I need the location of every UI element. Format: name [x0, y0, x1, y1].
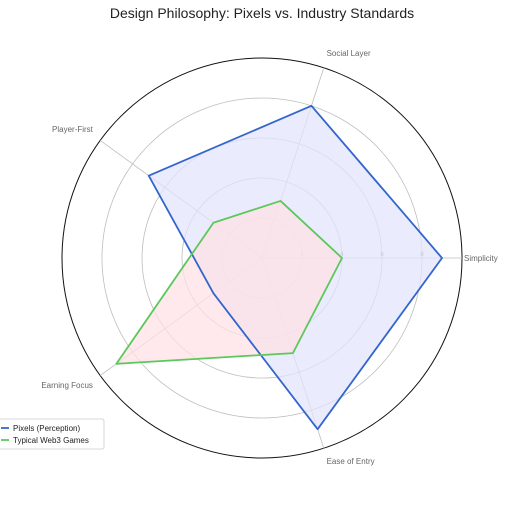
- series-line-0: [147, 104, 443, 431]
- legend-label-1: Typical Web3 Games: [13, 436, 89, 445]
- axis-label-earning-focus: Earning Focus: [41, 381, 93, 390]
- axis-label-social-layer: Social Layer: [327, 49, 371, 58]
- series-fill-1: [116, 200, 342, 364]
- legend: Pixels (Perception) Typical Web3 Games: [0, 418, 105, 450]
- axis-label-ease-of-entry: Ease of Entry: [327, 457, 375, 466]
- legend-label-0: Pixels (Perception): [13, 424, 80, 433]
- series-line-1: [115, 200, 343, 365]
- axis-label-player-first: Player-First: [52, 125, 94, 134]
- axis-label-simplicity: Simplicity: [464, 254, 498, 263]
- axis-labels: Simplicity Social Layer Player-First Earnin…: [41, 49, 497, 466]
- legend-box: [0, 418, 105, 450]
- chart-title: Design Philosophy: Pixels vs. Industry S…: [110, 5, 414, 21]
- series: [115, 104, 443, 431]
